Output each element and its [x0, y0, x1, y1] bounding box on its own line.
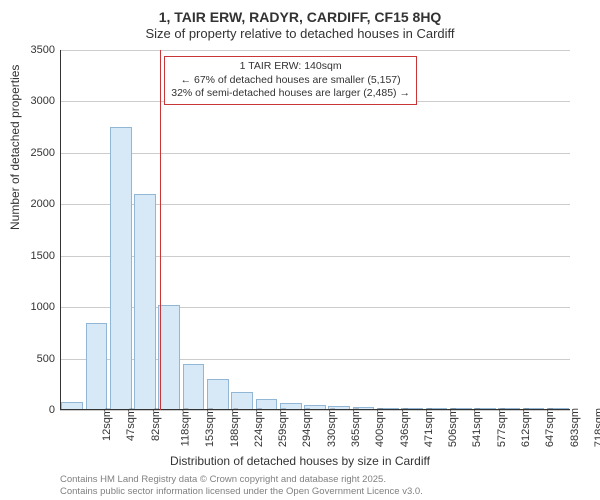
footer-line1: Contains HM Land Registry data © Crown c…: [60, 474, 423, 486]
y-tick-label: 2500: [20, 147, 55, 159]
bar: [183, 364, 205, 410]
chart-subtitle: Size of property relative to detached ho…: [0, 26, 600, 43]
footer-line2: Contains public sector information licen…: [60, 486, 423, 498]
plot-area: 0500100015002000250030003500 12sqm47sqm8…: [60, 50, 570, 410]
bar: [207, 379, 229, 410]
y-tick-label: 500: [20, 353, 55, 365]
x-tick-label: 506sqm: [447, 408, 459, 447]
x-tick-label: 294sqm: [302, 408, 314, 447]
x-tick-label: 259sqm: [277, 408, 289, 447]
x-tick-label: 612sqm: [520, 408, 532, 447]
chart-title: 1, TAIR ERW, RADYR, CARDIFF, CF15 8HQ: [0, 0, 600, 26]
x-tick-label: 471sqm: [423, 408, 435, 447]
x-tick-label: 577sqm: [496, 408, 508, 447]
y-tick-label: 0: [20, 404, 55, 416]
y-tick-label: 1500: [20, 250, 55, 262]
footer: Contains HM Land Registry data © Crown c…: [60, 474, 423, 498]
bar: [110, 127, 132, 410]
x-tick-label: 47sqm: [125, 408, 137, 441]
bar: [86, 323, 108, 410]
marker-line: [160, 50, 161, 410]
y-axis-line: [60, 50, 61, 410]
y-tick-label: 2000: [20, 198, 55, 210]
annotation-box: 1 TAIR ERW: 140sqm ← 67% of detached hou…: [164, 56, 417, 105]
y-tick-label: 1000: [20, 301, 55, 313]
y-tick-label: 3000: [20, 95, 55, 107]
x-tick-label: 683sqm: [569, 408, 581, 447]
histogram-chart: 1, TAIR ERW, RADYR, CARDIFF, CF15 8HQ Si…: [0, 0, 600, 500]
x-axis-label: Distribution of detached houses by size …: [0, 454, 600, 468]
bar: [134, 194, 156, 410]
x-tick-label: 718sqm: [593, 408, 600, 447]
x-tick-label: 153sqm: [204, 408, 216, 447]
bar: [158, 305, 180, 410]
x-tick-label: 365sqm: [350, 408, 362, 447]
x-tick-label: 400sqm: [374, 408, 386, 447]
x-tick-label: 224sqm: [253, 408, 265, 447]
annotation-line1: 1 TAIR ERW: 140sqm: [171, 60, 410, 74]
x-tick-label: 436sqm: [399, 408, 411, 447]
x-tick-label: 12sqm: [101, 408, 113, 441]
x-tick-label: 82sqm: [150, 408, 162, 441]
annotation-line3: 32% of semi-detached houses are larger (…: [171, 87, 410, 101]
annotation-line2: ← 67% of detached houses are smaller (5,…: [171, 74, 410, 88]
x-tick-label: 330sqm: [326, 408, 338, 447]
y-tick-label: 3500: [20, 44, 55, 56]
x-tick-label: 541sqm: [472, 408, 484, 447]
x-tick-label: 118sqm: [179, 408, 191, 446]
x-tick-label: 647sqm: [544, 408, 556, 447]
x-tick-label: 188sqm: [229, 408, 241, 447]
